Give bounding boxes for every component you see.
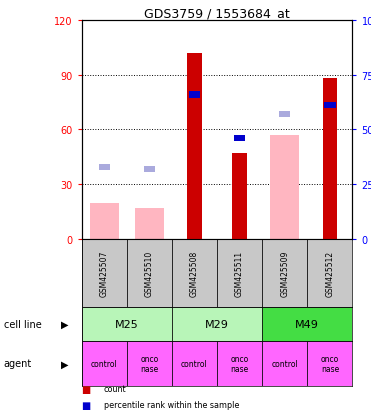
Text: ▶: ▶: [61, 358, 69, 368]
Bar: [172, 240, 217, 308]
Bar: [262, 308, 352, 341]
Bar: [189, 92, 200, 98]
Text: GSM425509: GSM425509: [280, 250, 289, 297]
Bar: [144, 166, 155, 173]
Bar: [262, 341, 307, 386]
Text: control: control: [181, 359, 208, 368]
Text: GSM425507: GSM425507: [100, 250, 109, 297]
Bar: [172, 341, 217, 386]
Bar: [82, 240, 127, 308]
Text: ■: ■: [82, 384, 91, 394]
Bar: [262, 240, 307, 308]
Text: ■: ■: [82, 400, 91, 410]
Bar: [324, 103, 335, 109]
Text: ▶: ▶: [61, 319, 69, 329]
Bar: [217, 341, 262, 386]
Text: control: control: [91, 359, 118, 368]
Bar: [99, 164, 110, 171]
Bar: [172, 308, 262, 341]
Text: GSM425512: GSM425512: [325, 251, 334, 297]
Bar: [307, 240, 352, 308]
Title: GDS3759 / 1553684_at: GDS3759 / 1553684_at: [144, 7, 290, 19]
Bar: [307, 341, 352, 386]
Bar: [270, 135, 299, 240]
Text: M49: M49: [295, 319, 319, 329]
Text: percentile rank within the sample: percentile rank within the sample: [104, 400, 239, 409]
Bar: [323, 79, 337, 240]
Bar: [187, 54, 202, 240]
Text: onco
nase: onco nase: [230, 354, 249, 373]
Bar: [127, 240, 172, 308]
Text: GSM425511: GSM425511: [235, 251, 244, 297]
Bar: [279, 112, 290, 118]
Text: M29: M29: [205, 319, 229, 329]
Text: control: control: [271, 359, 298, 368]
Bar: [135, 209, 164, 240]
Bar: [82, 308, 172, 341]
Text: cell line: cell line: [4, 319, 42, 329]
Text: onco
nase: onco nase: [140, 354, 158, 373]
Bar: [234, 135, 245, 142]
Text: count: count: [104, 385, 127, 394]
Bar: [89, 203, 119, 240]
Text: GSM425508: GSM425508: [190, 251, 199, 297]
Text: M25: M25: [115, 319, 139, 329]
Text: GSM425510: GSM425510: [145, 251, 154, 297]
Bar: [127, 341, 172, 386]
Text: onco
nase: onco nase: [321, 354, 339, 373]
Bar: [232, 154, 247, 240]
Bar: [82, 341, 127, 386]
Text: agent: agent: [4, 358, 32, 368]
Bar: [217, 240, 262, 308]
